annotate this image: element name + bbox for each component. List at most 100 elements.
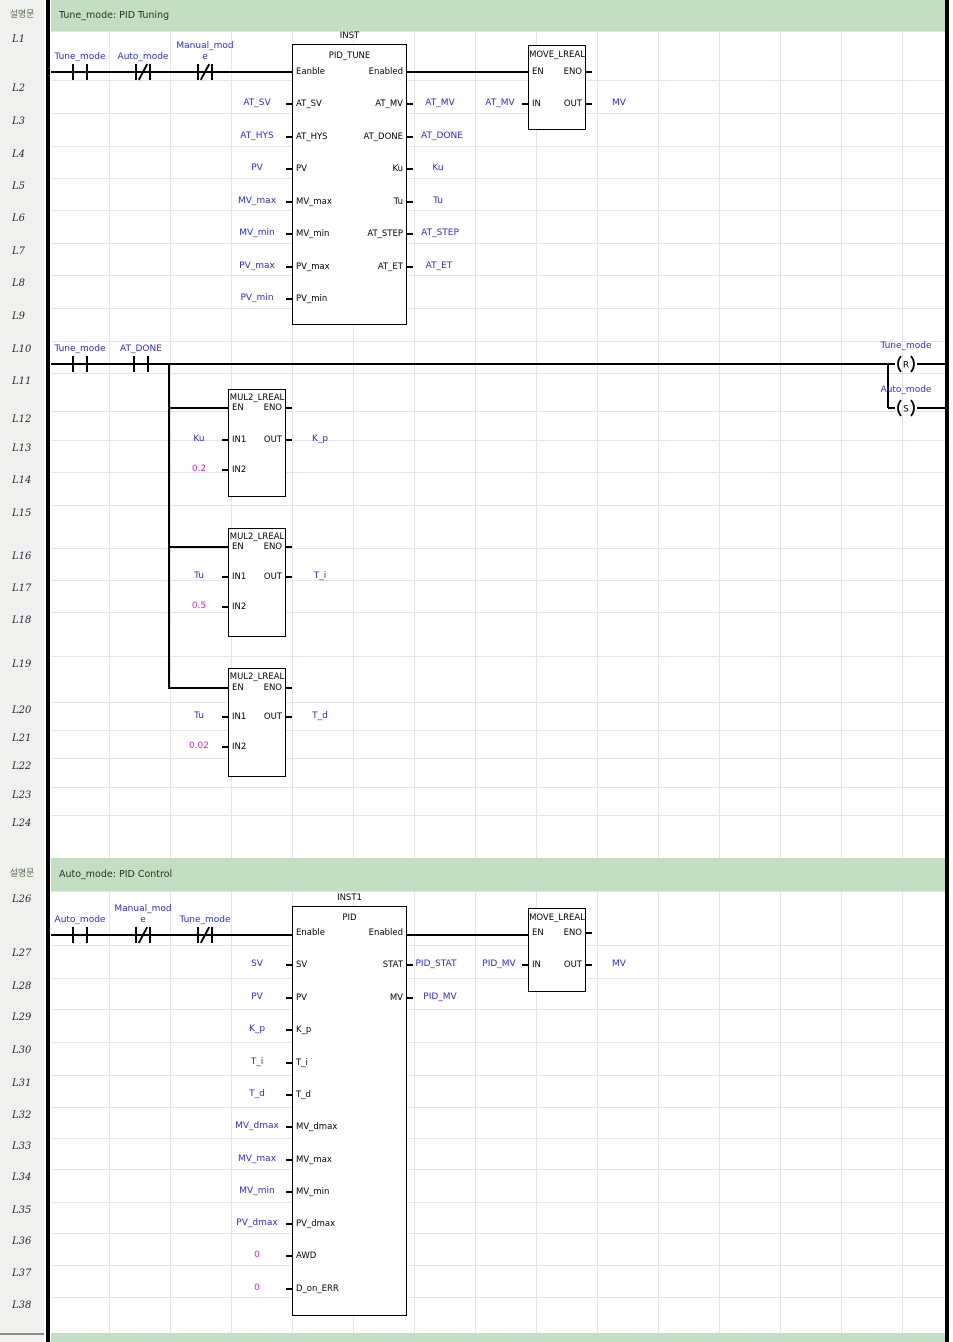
block-title: MUL2_LREAL: [229, 393, 285, 403]
contact-no[interactable]: [66, 925, 94, 945]
operand-label[interactable]: K_p: [248, 1024, 266, 1034]
function-block-move_lreal[interactable]: [528, 908, 586, 992]
pin-label: EN: [232, 403, 244, 413]
coil-set[interactable]: S: [893, 398, 919, 418]
contact-no[interactable]: [66, 354, 94, 374]
operand-label[interactable]: MV_min: [239, 228, 275, 238]
operand-label[interactable]: AT_MV: [425, 98, 455, 108]
wire-horizontal: [917, 407, 947, 409]
rung-number: L5: [0, 178, 44, 210]
rung-number: L14: [0, 472, 44, 505]
operand-label[interactable]: T_d: [249, 1089, 265, 1099]
block-title: PID: [342, 913, 357, 923]
operand-label[interactable]: PID_MV: [423, 992, 457, 1002]
operand-label[interactable]: AT_HYS: [240, 131, 274, 141]
operand-label[interactable]: MV: [612, 959, 626, 969]
function-block-move_lreal[interactable]: [528, 45, 586, 130]
operand-label[interactable]: PID_MV: [482, 959, 516, 969]
rung-number: L32: [0, 1107, 44, 1138]
operand-label[interactable]: AT_SV: [243, 98, 271, 108]
grid-line: [51, 80, 945, 81]
operand-label[interactable]: PID_STAT: [415, 959, 457, 969]
operand-label[interactable]: T_d: [312, 711, 328, 721]
operand-label[interactable]: SV: [251, 959, 263, 969]
grid-line: [51, 472, 945, 473]
function-block-pid_tune[interactable]: [292, 44, 407, 325]
pin-tick: [286, 1255, 292, 1257]
wire-horizontal: [169, 687, 229, 689]
function-block-mul2_lreal[interactable]: [228, 668, 286, 777]
operand-label[interactable]: 0: [254, 1283, 260, 1293]
grid-line: [780, 0, 781, 1342]
operand-label[interactable]: PV: [251, 992, 263, 1002]
function-block-mul2_lreal[interactable]: [228, 528, 286, 637]
rung-number: L2: [0, 80, 44, 113]
pin-label: OUT: [563, 99, 582, 109]
operand-label[interactable]: PV: [251, 163, 263, 173]
rung-number: L18: [0, 612, 44, 656]
grid-line: [51, 1265, 945, 1266]
grid-line: [902, 0, 903, 1342]
operand-label[interactable]: MV_min: [239, 1186, 275, 1196]
pin-label: AT_HYS: [296, 132, 328, 142]
operand-label[interactable]: MV_max: [237, 196, 277, 206]
grid-line: [51, 580, 945, 581]
operand-label[interactable]: AT_DONE: [421, 131, 463, 141]
operand-label[interactable]: Tu: [433, 196, 443, 206]
pin-label: AT_MV: [375, 99, 403, 109]
operand-label[interactable]: K_p: [311, 434, 329, 444]
operand-label[interactable]: AT_ET: [425, 261, 453, 271]
operand-label[interactable]: 0.5: [191, 601, 207, 611]
pin-tick: [286, 103, 292, 105]
rung-number: L13: [0, 440, 44, 472]
grid-line: [109, 0, 110, 1342]
pin-label: Tu: [393, 197, 403, 207]
comment-row[interactable]: Tune_mode: PID Tuning: [51, 0, 949, 31]
function-block-pid[interactable]: [292, 906, 407, 1316]
pin-tick: [222, 469, 228, 471]
operand-label[interactable]: MV_dmax: [235, 1121, 279, 1131]
wire-vertical: [887, 364, 889, 408]
comment-row[interactable]: [51, 1333, 949, 1342]
operand-label[interactable]: PV_min: [240, 293, 274, 303]
operand-label[interactable]: Ku: [193, 434, 205, 444]
contact-no[interactable]: [127, 354, 155, 374]
comment-row[interactable]: Auto_mode: PID Control: [51, 858, 949, 891]
pin-label: MV_max: [296, 1155, 332, 1165]
pin-tick: [286, 1191, 292, 1193]
operand-label[interactable]: T_i: [313, 571, 327, 581]
contact-no[interactable]: [66, 62, 94, 82]
operand-label[interactable]: Ku: [432, 163, 444, 173]
operand-label[interactable]: MV_max: [237, 1154, 277, 1164]
operand-label[interactable]: AT_STEP: [421, 228, 459, 238]
operand-label[interactable]: 0: [254, 1250, 260, 1260]
operand-label[interactable]: PV_dmax: [236, 1218, 278, 1228]
pin-tick: [286, 964, 292, 966]
contact-label: Manual_mod e: [114, 904, 172, 925]
rung-number: L6: [0, 210, 44, 243]
operand-label[interactable]: AT_MV: [485, 98, 515, 108]
rung-number: L7: [0, 243, 44, 275]
pin-label: EN: [232, 683, 244, 693]
operand-label[interactable]: PV_max: [239, 261, 275, 271]
pin-label: ENO: [263, 542, 282, 552]
function-block-mul2_lreal[interactable]: [228, 389, 286, 497]
operand-label[interactable]: Tu: [194, 711, 204, 721]
operand-label[interactable]: 0.2: [191, 464, 207, 474]
pin-tick: [286, 136, 292, 138]
contact-bar: [85, 356, 88, 372]
row-separator: [0, 1333, 44, 1335]
operand-label[interactable]: T_i: [250, 1057, 264, 1067]
pin-tick: [407, 233, 413, 235]
operand-label[interactable]: MV: [612, 98, 626, 108]
pin-label: IN2: [232, 465, 247, 475]
coil-reset[interactable]: R: [893, 354, 919, 374]
grid-line: [597, 0, 598, 1342]
grid-line: [51, 1009, 945, 1010]
pin-tick: [586, 103, 592, 105]
pin-label: Enabled: [368, 928, 403, 938]
operand-label[interactable]: Tu: [194, 571, 204, 581]
pin-tick: [286, 1094, 292, 1096]
operand-label[interactable]: 0.02: [188, 741, 210, 751]
